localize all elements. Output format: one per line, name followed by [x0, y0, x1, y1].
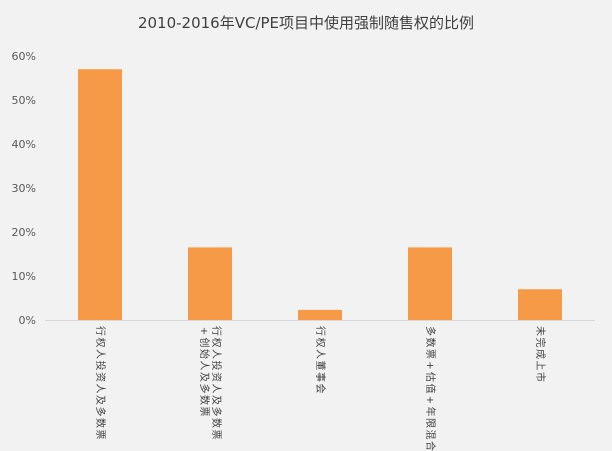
x-category-label-char: 上 [534, 361, 546, 371]
x-category-label-char: + [424, 396, 435, 404]
x-category-label-char: 多 [94, 407, 107, 417]
x-category-label-char: 数 [198, 395, 211, 405]
x-category-label-char: 票 [198, 407, 210, 417]
x-category-label-char: 行 [314, 326, 327, 336]
x-category-label-char: 及 [210, 395, 222, 405]
y-tick-label: 40% [12, 138, 36, 151]
x-category-label-char: 数 [424, 338, 437, 348]
x-category-label-char: 未 [534, 326, 546, 336]
y-tick-label: 30% [12, 182, 36, 195]
x-category-label-char: 限 [424, 418, 436, 428]
x-category-label-char: 多 [210, 407, 223, 417]
x-category-label-char: 始 [198, 349, 211, 359]
x-category-label-char: 完 [534, 338, 547, 348]
y-tick-label: 0% [19, 314, 36, 327]
y-tick-label: 20% [12, 226, 36, 239]
bar [188, 247, 232, 320]
x-category-label-char: 投 [94, 361, 107, 371]
bar [298, 309, 342, 320]
bar [518, 289, 562, 320]
x-category-label-char: 人 [94, 384, 106, 394]
x-category-label-char: 混 [424, 430, 436, 440]
x-category-label-char: 成 [534, 349, 546, 359]
x-category-label-char: 人 [314, 349, 326, 359]
x-category-label-char: 权 [210, 338, 223, 348]
x-category-label-char: 票 [210, 430, 222, 440]
x-category-label-char: 权 [314, 338, 327, 348]
x-category-label-char: 票 [94, 430, 106, 440]
x-category-label-char: 行 [94, 326, 107, 336]
x-category-label-char: + [198, 327, 209, 335]
x-category-label-char: 投 [210, 361, 223, 371]
x-category-label-char: 权 [94, 338, 107, 348]
bar [408, 247, 452, 320]
x-category-label-char: 票 [424, 349, 436, 359]
x-category-label-char: 估 [424, 372, 437, 382]
x-category-label-char: 人 [210, 349, 222, 359]
x-category-label-char: 年 [424, 407, 437, 417]
x-category-label-char: 资 [210, 372, 222, 382]
x-category-label-char: 行 [210, 326, 223, 336]
x-category-label-char: 人 [210, 384, 222, 394]
y-tick-label: 50% [12, 94, 36, 107]
chart-title: 2010-2016年VC/PE项目中使用强制随售权的比例 [137, 14, 475, 32]
x-category-label-char: 人 [198, 361, 210, 371]
x-category-label-char: 及 [94, 395, 106, 405]
x-category-label-char: 事 [314, 372, 327, 382]
x-category-label-char: 及 [198, 372, 210, 382]
y-tick-label: 60% [12, 50, 36, 63]
bar [78, 69, 122, 320]
x-category-label-char: 董 [314, 361, 327, 371]
x-category-label-char: 多 [198, 384, 211, 394]
x-category-label-char: 人 [94, 349, 106, 359]
x-category-label-char: 数 [94, 418, 107, 428]
x-category-label-char: + [424, 361, 435, 369]
x-category-label-char: 多 [424, 326, 437, 336]
x-category-label-char: 资 [94, 372, 106, 382]
x-category-label-char: 合 [424, 441, 437, 451]
x-category-label-char: 会 [314, 384, 327, 394]
x-category-label-char: 值 [424, 384, 437, 394]
x-category-label-char: 创 [198, 338, 211, 348]
x-category-label-char: 数 [210, 418, 223, 428]
x-category-label-char: 市 [534, 372, 547, 382]
y-tick-label: 10% [12, 270, 36, 283]
